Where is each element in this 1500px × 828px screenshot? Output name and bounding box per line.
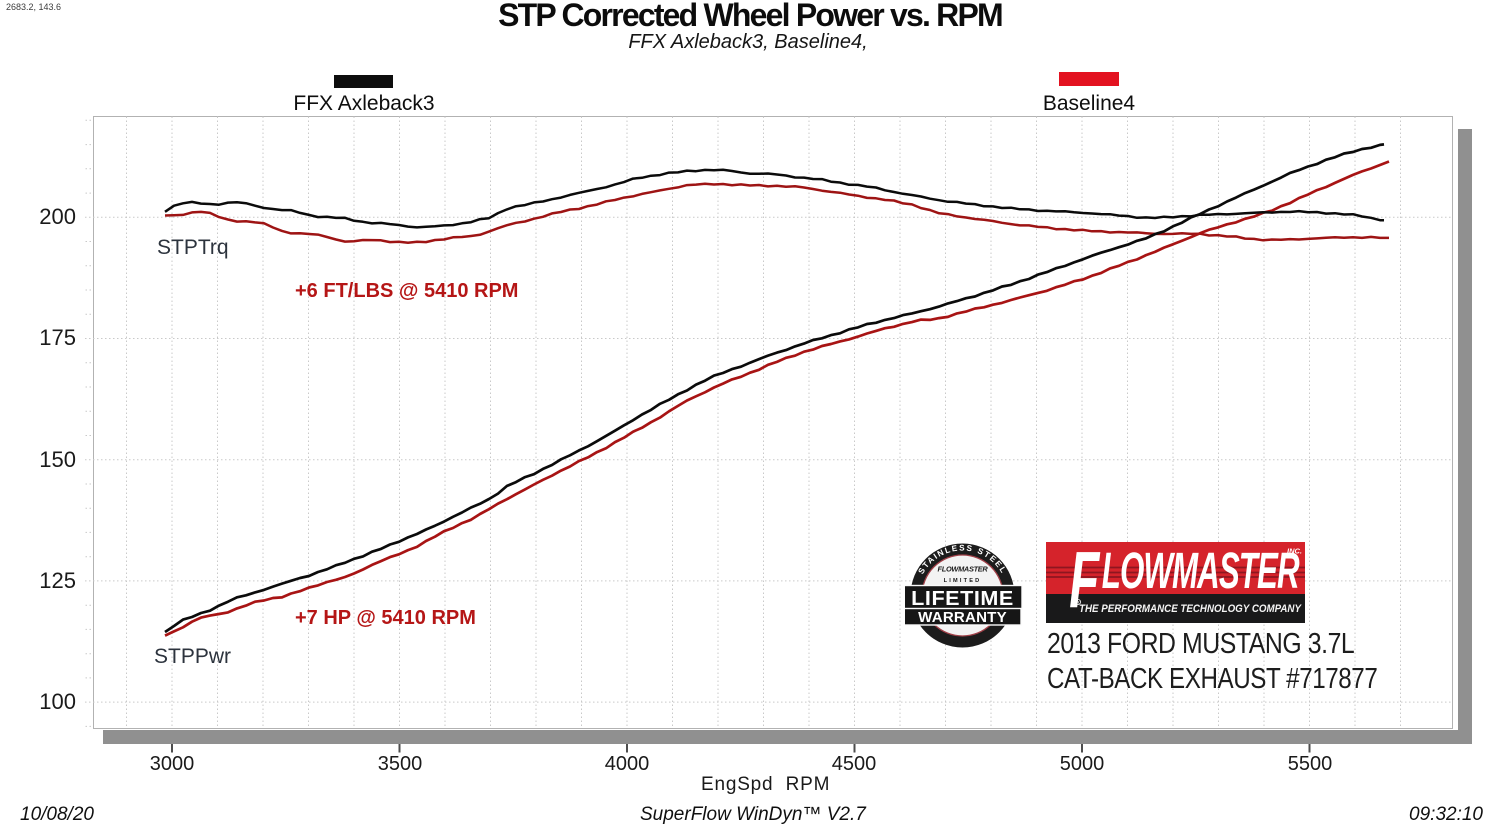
svg-text:F: F [1069, 538, 1100, 625]
svg-text:INC.: INC. [1287, 547, 1302, 556]
svg-text:THE PERFORMANCE TECHNOLOGY COM: THE PERFORMANCE TECHNOLOGY COMPANY [1079, 603, 1302, 615]
svg-text:LIMITED: LIMITED [944, 578, 982, 584]
svg-text:FLOWMASTER: FLOWMASTER [938, 565, 989, 574]
svg-text:R: R [1076, 600, 1080, 605]
svg-text:LIFETIME: LIFETIME [911, 588, 1014, 610]
svg-text:LOWMASTER: LOWMASTER [1102, 542, 1300, 599]
svg-text:WARRANTY: WARRANTY [918, 610, 1007, 626]
